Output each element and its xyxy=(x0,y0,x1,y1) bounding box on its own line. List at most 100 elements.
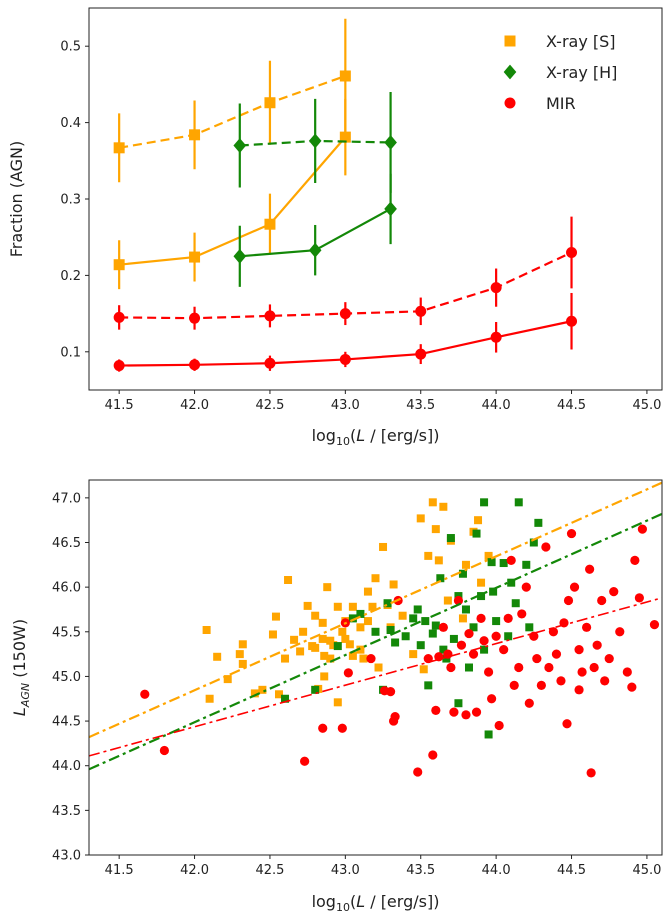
data-point xyxy=(499,645,509,655)
data-point xyxy=(503,613,513,623)
data-point xyxy=(464,628,474,639)
data-point xyxy=(536,680,546,690)
data-point xyxy=(233,248,247,264)
data-point xyxy=(541,542,551,552)
data-point xyxy=(622,667,632,677)
data-point xyxy=(521,582,531,592)
data-point xyxy=(333,698,342,707)
data-point xyxy=(140,689,150,699)
data-point xyxy=(409,614,418,623)
y-tick-label: 0.4 xyxy=(60,116,81,131)
data-point xyxy=(449,707,459,717)
data-point xyxy=(202,626,211,634)
data-point xyxy=(384,201,397,217)
data-point xyxy=(597,595,607,606)
data-point xyxy=(341,634,350,643)
data-point xyxy=(469,623,478,632)
plot-1: 41.5 42.0 42.5 43.0 43.5 44.0 44.5 45.0 0.1 0.2 0.… xyxy=(7,7,663,448)
data-point xyxy=(424,681,433,690)
data-point xyxy=(449,634,458,643)
data-point xyxy=(487,558,496,567)
data-point xyxy=(476,613,486,623)
data-point xyxy=(490,282,502,294)
y-tick-label: 47.0 xyxy=(52,491,81,506)
series-mir-dashed xyxy=(113,216,578,330)
y-tick-label: 44.5 xyxy=(52,715,81,730)
data-point xyxy=(446,662,456,673)
data-point xyxy=(379,542,388,551)
data-point xyxy=(274,690,283,699)
x-tick-label: 44.5 xyxy=(557,398,586,413)
data-point xyxy=(320,672,329,681)
data-point xyxy=(431,705,441,715)
data-point xyxy=(337,723,347,733)
data-point xyxy=(548,627,559,637)
data-point xyxy=(250,689,259,698)
y-tick-label: 45.5 xyxy=(52,625,81,640)
data-point xyxy=(339,308,351,320)
data-point xyxy=(506,555,516,565)
data-point xyxy=(189,312,201,324)
data-point xyxy=(238,659,247,668)
data-point xyxy=(563,595,574,606)
legend-label: X-ray [S] xyxy=(546,32,616,51)
data-point xyxy=(566,246,578,258)
data-point xyxy=(461,710,471,720)
data-point xyxy=(442,654,451,663)
fit-line xyxy=(89,512,662,771)
data-point xyxy=(371,574,380,583)
series-xrays-solid xyxy=(113,98,351,290)
data-point xyxy=(524,698,534,708)
data-point xyxy=(529,631,539,641)
data-point xyxy=(458,614,467,623)
data-point xyxy=(544,662,554,673)
data-point xyxy=(477,592,486,601)
x-tick-label: 42.5 xyxy=(255,863,284,878)
legend-label: MIR xyxy=(546,94,576,113)
legend-marker xyxy=(503,64,517,80)
data-point xyxy=(634,593,644,603)
data-point xyxy=(514,498,523,507)
data-point xyxy=(471,707,482,717)
data-point xyxy=(461,560,470,569)
data-point xyxy=(371,627,380,636)
x-tick-label: 43.5 xyxy=(406,863,435,878)
data-point xyxy=(113,259,125,271)
data-point xyxy=(284,576,293,584)
data-point xyxy=(339,353,351,365)
data-point xyxy=(356,609,365,618)
data-point xyxy=(431,525,440,534)
data-point xyxy=(604,653,614,664)
data-point xyxy=(551,649,562,659)
x-tick-label: 44.0 xyxy=(482,398,511,413)
data-point xyxy=(281,654,290,663)
data-point xyxy=(504,632,513,641)
y-tick-label: 0.1 xyxy=(60,345,81,360)
data-point xyxy=(480,498,489,507)
series-line xyxy=(118,74,346,149)
data-point xyxy=(577,667,587,677)
data-point xyxy=(189,129,201,141)
data-point xyxy=(522,560,531,569)
data-point xyxy=(368,602,377,611)
data-point xyxy=(529,538,538,547)
data-point xyxy=(428,629,437,638)
data-point xyxy=(525,623,534,632)
legend-label: X-ray [H] xyxy=(546,63,617,82)
data-point xyxy=(492,617,501,626)
data-point xyxy=(189,251,201,263)
y-tick-label: 0.5 xyxy=(60,40,81,55)
data-point xyxy=(374,663,383,672)
data-point xyxy=(415,348,427,360)
data-point xyxy=(443,596,452,605)
data-point xyxy=(299,627,308,636)
data-point xyxy=(484,730,493,739)
data-point xyxy=(311,643,320,652)
x-axis-label: log10(L / [erg/s]) xyxy=(312,892,440,914)
fit-line xyxy=(89,481,662,739)
x-tick-label: 44.0 xyxy=(482,863,511,878)
data-point xyxy=(238,640,247,649)
data-point xyxy=(311,685,320,694)
data-point xyxy=(308,242,322,258)
data-point xyxy=(615,627,625,637)
